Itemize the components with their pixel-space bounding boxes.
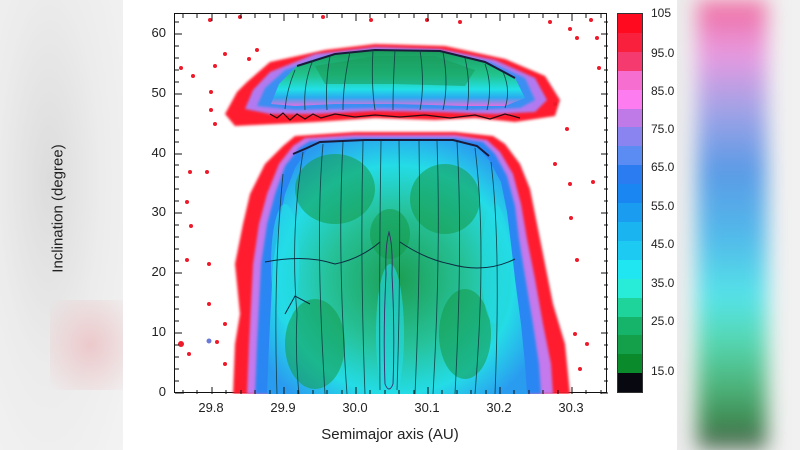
y-tick-40: 40 <box>151 145 166 160</box>
y-tick-0: 0 <box>158 384 166 399</box>
x-axis-label: Semimajor axis (AU) <box>321 426 459 443</box>
x-tick-29.9: 29.9 <box>270 400 296 415</box>
blurred-background-right <box>677 0 800 450</box>
colorbar-label-105: 105 <box>651 6 672 20</box>
x-tick-30.2: 30.2 <box>486 400 512 415</box>
colorbar-label-95: 95.0 <box>651 46 675 60</box>
heatmap-svg <box>175 14 608 394</box>
y-tick-60: 60 <box>151 25 166 40</box>
colorbar-label-35: 35.0 <box>651 276 675 290</box>
y-tick-10: 10 <box>151 324 166 339</box>
colorbar-label-65: 65.0 <box>651 160 675 174</box>
colorbar-label-75: 75.0 <box>651 122 675 136</box>
colorbar-label-45: 45.0 <box>651 237 675 251</box>
x-tick-30.0: 30.0 <box>342 400 368 415</box>
colorbar <box>617 13 643 393</box>
blurred-background-left <box>0 0 130 450</box>
colorbar-label-55: 55.0 <box>651 199 675 213</box>
x-tick-30.3: 30.3 <box>558 400 584 415</box>
x-tick-30.1: 30.1 <box>414 400 440 415</box>
heatmap-plot-area <box>174 13 608 394</box>
y-axis-label: Inclination (degree) <box>49 144 67 273</box>
y-tick-30: 30 <box>151 204 166 219</box>
x-tick-29.8: 29.8 <box>198 400 224 415</box>
y-tick-20: 20 <box>151 264 166 279</box>
colorbar-label-85: 85.0 <box>651 84 675 98</box>
colorbar-label-25: 25.0 <box>651 314 675 328</box>
y-tick-50: 50 <box>151 85 166 100</box>
colorbar-label-15: 15.0 <box>651 364 675 378</box>
